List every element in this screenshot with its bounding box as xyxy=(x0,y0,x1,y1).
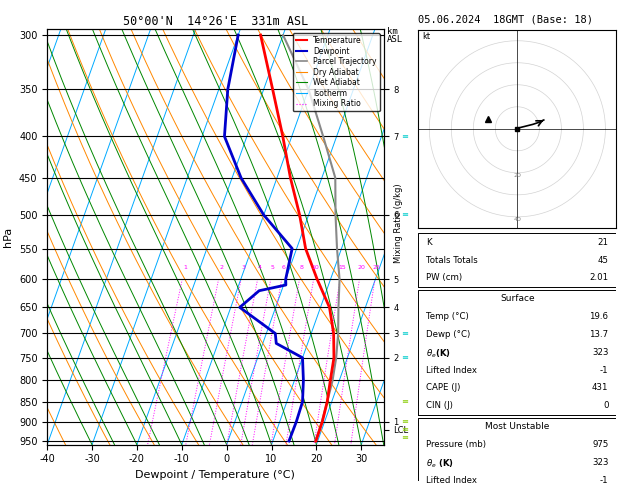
Text: 2: 2 xyxy=(219,265,223,270)
Text: Temp (°C): Temp (°C) xyxy=(426,312,469,321)
Text: 975: 975 xyxy=(592,440,608,449)
Text: 19.6: 19.6 xyxy=(589,312,608,321)
Text: ≡: ≡ xyxy=(401,417,408,426)
Text: 13.7: 13.7 xyxy=(589,330,608,339)
Text: CAPE (J): CAPE (J) xyxy=(426,383,460,393)
Legend: Temperature, Dewpoint, Parcel Trajectory, Dry Adiabat, Wet Adiabat, Isotherm, Mi: Temperature, Dewpoint, Parcel Trajectory… xyxy=(292,33,380,111)
Text: ≡: ≡ xyxy=(401,398,408,406)
Text: 323: 323 xyxy=(592,348,608,357)
Text: CIN (J): CIN (J) xyxy=(426,401,453,410)
Text: 05.06.2024  18GMT (Base: 18): 05.06.2024 18GMT (Base: 18) xyxy=(418,15,593,25)
Text: 5: 5 xyxy=(271,265,275,270)
Y-axis label: hPa: hPa xyxy=(3,227,13,247)
Text: Lifted Index: Lifted Index xyxy=(426,365,477,375)
Text: ≡: ≡ xyxy=(401,425,408,434)
Text: Lifted Index: Lifted Index xyxy=(426,476,477,485)
Text: ≡: ≡ xyxy=(401,433,408,442)
Text: 6: 6 xyxy=(282,265,286,270)
Text: -1: -1 xyxy=(600,365,608,375)
Text: Most Unstable: Most Unstable xyxy=(485,422,550,431)
Text: 45: 45 xyxy=(598,256,608,264)
Text: Mixing Ratio (g/kg): Mixing Ratio (g/kg) xyxy=(394,184,403,263)
Text: Pressure (mb): Pressure (mb) xyxy=(426,440,486,449)
Text: PW (cm): PW (cm) xyxy=(426,274,462,282)
Text: 20: 20 xyxy=(513,173,521,178)
Text: 4: 4 xyxy=(258,265,262,270)
Text: 25: 25 xyxy=(373,265,381,270)
Text: $\theta_e$(K): $\theta_e$(K) xyxy=(426,348,451,360)
Text: 21: 21 xyxy=(598,238,608,247)
Text: 40: 40 xyxy=(513,217,521,222)
Text: 20: 20 xyxy=(357,265,365,270)
Text: 0: 0 xyxy=(603,401,608,410)
Text: 431: 431 xyxy=(592,383,608,393)
Text: -1: -1 xyxy=(600,476,608,485)
X-axis label: Dewpoint / Temperature (°C): Dewpoint / Temperature (°C) xyxy=(135,470,296,480)
Text: Surface: Surface xyxy=(500,294,535,303)
Text: 2.01: 2.01 xyxy=(589,274,608,282)
Text: ≡: ≡ xyxy=(401,329,408,338)
Text: kt: kt xyxy=(423,32,431,40)
Text: km: km xyxy=(387,27,398,36)
Text: ASL: ASL xyxy=(387,35,403,44)
Text: 50°00'N  14°26'E  331m ASL: 50°00'N 14°26'E 331m ASL xyxy=(123,15,308,28)
Text: ≡: ≡ xyxy=(401,132,408,141)
Text: 15: 15 xyxy=(338,265,346,270)
Text: 10: 10 xyxy=(312,265,320,270)
Text: ≡: ≡ xyxy=(401,210,408,220)
Text: 323: 323 xyxy=(592,458,608,467)
Text: Totals Totals: Totals Totals xyxy=(426,256,478,264)
Text: 1: 1 xyxy=(183,265,187,270)
Text: Dewp (°C): Dewp (°C) xyxy=(426,330,470,339)
Text: ≡: ≡ xyxy=(401,353,408,362)
Text: $\theta_e$ (K): $\theta_e$ (K) xyxy=(426,458,454,470)
Text: K: K xyxy=(426,238,432,247)
Text: 3: 3 xyxy=(242,265,245,270)
Text: 8: 8 xyxy=(299,265,304,270)
